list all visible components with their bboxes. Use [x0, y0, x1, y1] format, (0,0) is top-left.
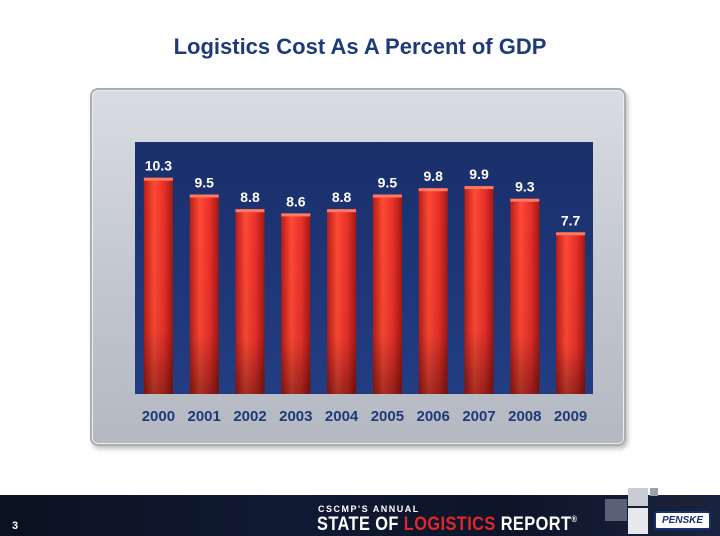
brand-word-state: STATE: [317, 514, 371, 535]
decor-square: [605, 499, 627, 521]
bar-cap-2003: [281, 213, 311, 217]
x-tick-label-2004: 2004: [325, 408, 359, 425]
bar-shade-2005: [372, 194, 402, 394]
x-tick-label-2001: 2001: [188, 408, 221, 425]
penske-logo: PENSKE: [654, 511, 711, 530]
chart-title: Logistics Cost As A Percent of GDP: [173, 34, 547, 59]
brand-subtitle: CSCMP'S ANNUAL: [318, 504, 420, 514]
bar-shade-2006: [418, 188, 448, 394]
x-tick-label-2000: 2000: [142, 408, 175, 425]
bar-cap-2000: [143, 177, 173, 181]
value-labels-group: 10.3 9.5 8.8 8.6 8.8 9.5 9.8 9.9 9.3 7.7: [145, 158, 581, 229]
page-number: 3: [12, 520, 19, 532]
value-label-2006: 9.8: [423, 168, 443, 184]
bar-shade-2009: [556, 232, 586, 394]
bar-cap-2005: [372, 194, 402, 198]
bar-cap-2002: [235, 209, 265, 213]
bar-cap-2009: [556, 232, 586, 236]
decor-square: [628, 488, 648, 506]
bar-shade-2007: [464, 186, 494, 394]
decor-square: [650, 488, 658, 496]
bar-cap-2007: [464, 186, 494, 190]
bar-cap-2001: [189, 194, 219, 198]
presented-by-label: presented by: [662, 499, 706, 506]
value-label-2004: 8.8: [332, 189, 352, 205]
bar-shade-2004: [327, 209, 357, 394]
brand-word-of: OF: [375, 514, 399, 535]
bar-shade-2008: [510, 198, 540, 394]
value-label-2002: 8.8: [240, 189, 260, 205]
bar-shade-2000: [143, 177, 173, 394]
bar-cap-2008: [510, 198, 540, 202]
x-tick-label-2006: 2006: [417, 408, 450, 425]
decor-square: [628, 508, 648, 534]
value-label-2000: 10.3: [145, 158, 172, 174]
brand-word-logistics: LOGISTICS: [403, 514, 496, 535]
value-label-2009: 7.7: [561, 212, 581, 228]
bar-shade-2002: [235, 209, 265, 394]
bars-group: [143, 177, 586, 394]
bar-shade-2003: [281, 213, 311, 394]
brand-logo-text: STATE OF LOGISTICS REPORT®: [317, 514, 578, 536]
footer-bar: [0, 495, 720, 536]
value-label-2008: 9.3: [515, 179, 535, 195]
x-tick-label-2007: 2007: [462, 408, 495, 425]
x-tick-label-2003: 2003: [279, 408, 312, 425]
x-tick-label-2009: 2009: [554, 408, 587, 425]
bar-cap-2006: [418, 188, 448, 192]
value-label-2007: 9.9: [469, 166, 489, 182]
x-axis-labels: 2000 2001 2002 2003 2004 2005 2006 2007 2008 2009: [142, 408, 588, 425]
registered-mark: ®: [571, 514, 578, 524]
x-tick-label-2005: 2005: [371, 408, 404, 425]
value-label-2005: 9.5: [378, 175, 398, 191]
bar-cap-2004: [327, 209, 357, 213]
x-tick-label-2008: 2008: [508, 408, 541, 425]
value-label-2001: 9.5: [194, 175, 214, 191]
brand-word-report: REPORT: [500, 514, 572, 535]
value-label-2003: 8.6: [286, 193, 306, 209]
bar-shade-2001: [189, 194, 219, 394]
x-tick-label-2002: 2002: [233, 408, 266, 425]
